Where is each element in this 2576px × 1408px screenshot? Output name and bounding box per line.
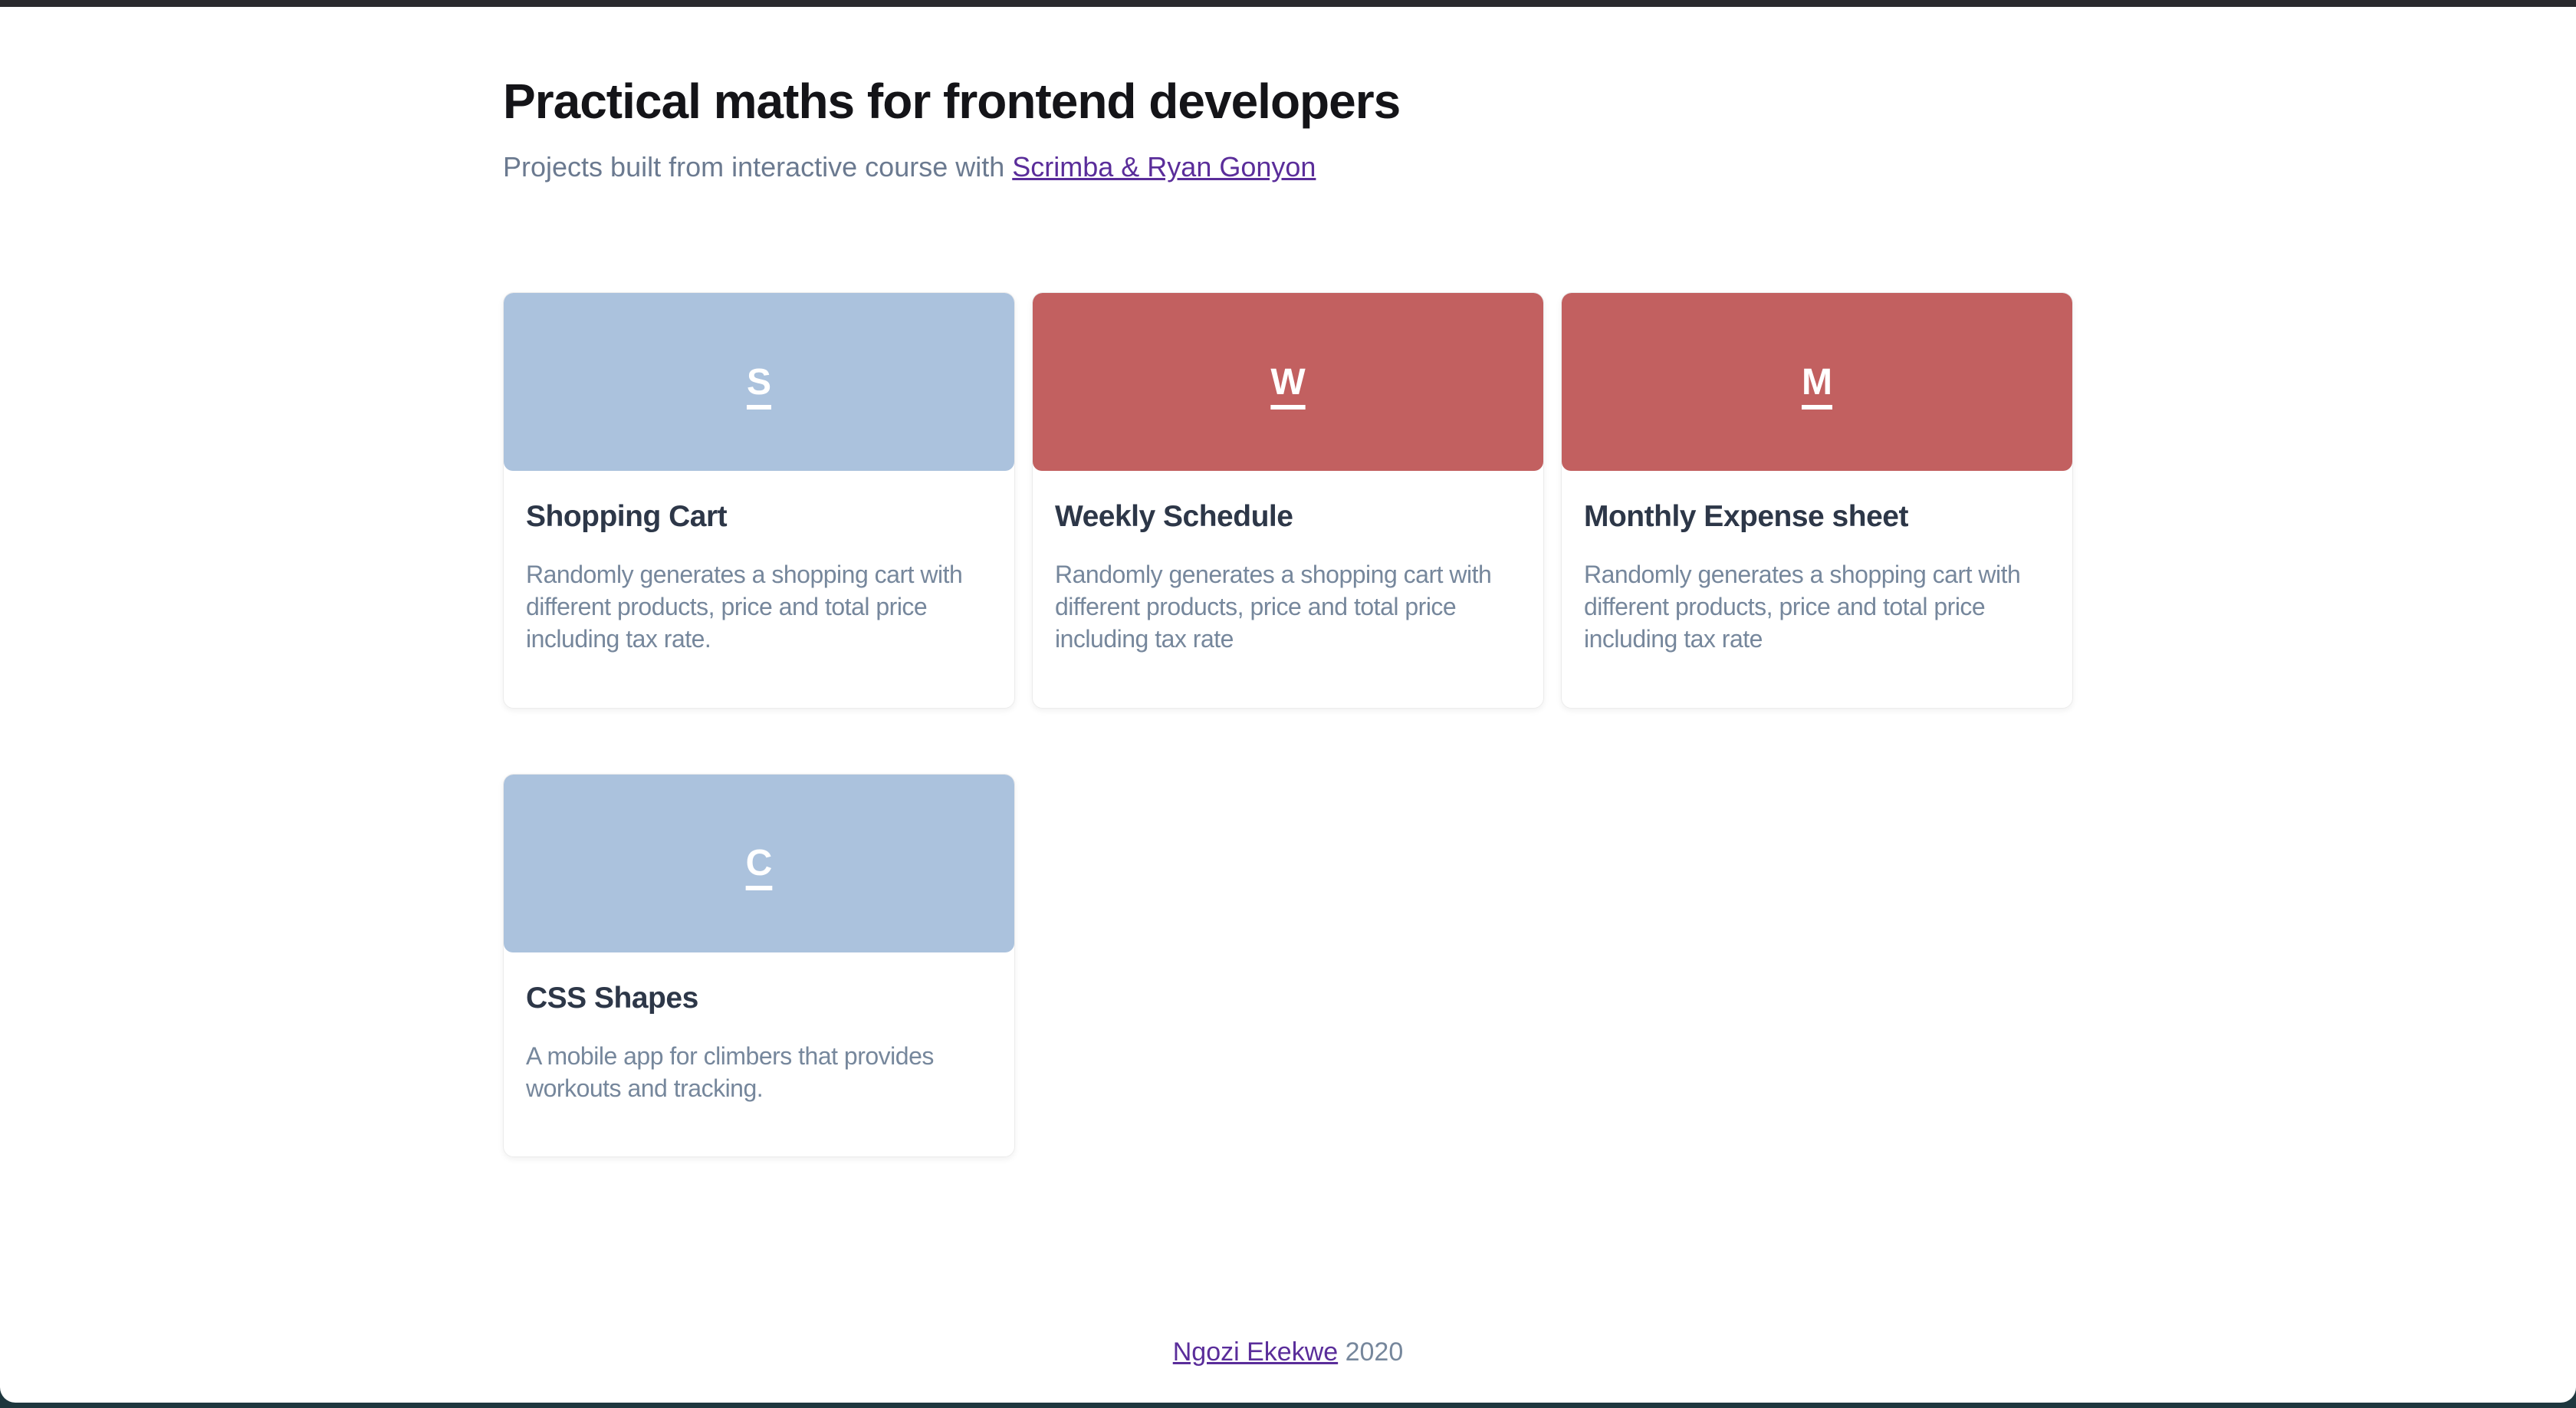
card-weekly-schedule[interactable]: W Weekly Schedule Randomly generates a s… — [1032, 292, 1544, 709]
card-description: Randomly generates a shopping cart with … — [526, 561, 963, 653]
card-description: Randomly generates a shopping cart with … — [1584, 561, 2021, 653]
card-description: Randomly generates a shopping cart with … — [1055, 561, 1492, 653]
card-letter: M — [1802, 361, 1832, 403]
card-body: CSS Shapes A mobile app for climbers tha… — [504, 952, 1014, 1156]
footer-year: 2020 — [1338, 1337, 1404, 1367]
author-link[interactable]: Ngozi Ekekwe — [1172, 1337, 1339, 1367]
card-header: C — [504, 774, 1014, 952]
card-monthly-expense-sheet[interactable]: M Monthly Expense sheet Randomly generat… — [1561, 292, 2073, 709]
card-letter: W — [1270, 361, 1306, 403]
card-letter: S — [746, 361, 771, 403]
content-container: Practical maths for frontend developers … — [503, 7, 2073, 1367]
card-title: Shopping Cart — [526, 500, 728, 533]
subtitle-text: Projects built from interactive course w… — [503, 151, 1013, 183]
card-css-shapes[interactable]: C CSS Shapes A mobile app for climbers t… — [503, 773, 1015, 1158]
project-grid: S Shopping Cart Randomly generates a sho… — [503, 292, 2073, 1158]
subtitle: Projects built from interactive course w… — [503, 151, 2073, 183]
card-letter: C — [745, 843, 773, 884]
footer: Ngozi Ekekwe 2020 — [503, 1337, 2073, 1367]
card-body: Weekly Schedule Randomly generates a sho… — [1033, 471, 1543, 708]
card-description: A mobile app for climbers that provides … — [526, 1041, 934, 1102]
card-body: Shopping Cart Randomly generates a shopp… — [504, 471, 1014, 708]
card-body: Monthly Expense sheet Randomly generates… — [1562, 471, 2072, 708]
scrimba-course-link[interactable]: Scrimba & Ryan Gonyon — [1012, 151, 1316, 183]
page-title: Practical maths for frontend developers — [503, 74, 1401, 129]
card-header: W — [1033, 293, 1543, 471]
card-title: Monthly Expense sheet — [1584, 500, 1908, 533]
card-header: M — [1562, 293, 2072, 471]
card-header: S — [504, 293, 1014, 471]
browser-window-edge — [0, 0, 2576, 7]
page-background: Practical maths for frontend developers … — [0, 7, 2576, 1403]
card-shopping-cart[interactable]: S Shopping Cart Randomly generates a sho… — [503, 292, 1015, 709]
card-title: Weekly Schedule — [1055, 500, 1293, 533]
card-title: CSS Shapes — [526, 981, 698, 1015]
